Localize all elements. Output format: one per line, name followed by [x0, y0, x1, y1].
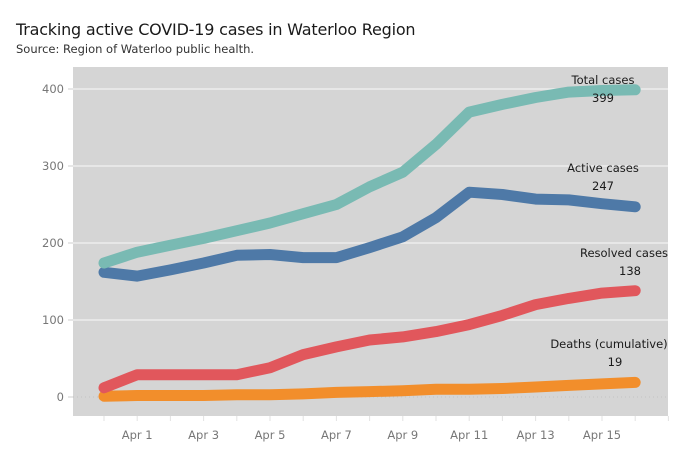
- series-label-name: Deaths (cumulative): [550, 337, 667, 351]
- x-tick-label: Apr 15: [583, 428, 621, 442]
- series-label-value: 19: [608, 355, 623, 369]
- y-tick-label: 0: [57, 390, 64, 404]
- series-line-active-cases: [98, 186, 641, 282]
- y-tick-label: 100: [42, 313, 64, 327]
- x-tick-label: Apr 7: [321, 428, 352, 442]
- x-tick-label: Apr 5: [255, 428, 286, 442]
- y-tick-label: 200: [42, 236, 64, 250]
- x-tick-label: Apr 3: [188, 428, 219, 442]
- chart-title: Tracking active COVID-19 cases in Waterl…: [16, 20, 416, 39]
- series-label-name: Resolved cases: [580, 246, 668, 260]
- y-tick-label: 300: [42, 159, 64, 173]
- chart-subtitle: Source: Region of Waterloo public health…: [16, 42, 255, 56]
- series-label-name: Active cases: [567, 161, 639, 175]
- x-tick-label: Apr 1: [122, 428, 153, 442]
- series-label-value: 399: [592, 91, 614, 105]
- y-tick-label: 400: [42, 82, 64, 96]
- series-label-value: 138: [619, 264, 641, 278]
- series-label-name: Total cases: [571, 73, 635, 87]
- series-line-total-cases: [98, 84, 641, 269]
- series-label-value: 247: [592, 179, 614, 193]
- x-tick-label: Apr 9: [387, 428, 418, 442]
- series-line-resolved-cases: [98, 285, 641, 394]
- x-tick-label: Apr 11: [450, 428, 488, 442]
- x-tick-label: Apr 13: [517, 428, 555, 442]
- series-line-deaths-cumulative: [98, 376, 641, 402]
